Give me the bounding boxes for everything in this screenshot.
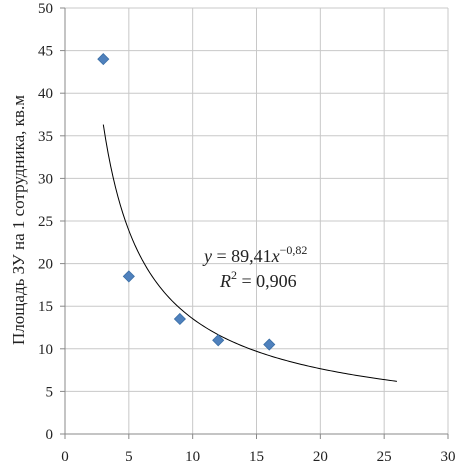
x-tick-label: 10 bbox=[185, 449, 200, 465]
y-tick-label: 10 bbox=[38, 342, 53, 358]
trend-equation: y = 89,41x−0,82 bbox=[202, 243, 307, 266]
y-tick-label: 45 bbox=[38, 44, 53, 60]
x-tick-label: 5 bbox=[125, 449, 133, 465]
data-point bbox=[122, 270, 135, 283]
data-point bbox=[212, 334, 225, 347]
y-tick-label: 0 bbox=[46, 427, 54, 443]
x-tick-labels: 0 5 10 15 20 25 30 bbox=[61, 449, 455, 465]
y-tick-label: 50 bbox=[38, 1, 53, 17]
y-tick-label: 20 bbox=[38, 257, 53, 273]
x-tick-label: 30 bbox=[441, 449, 456, 465]
r-squared-label: R2 = 0,906 bbox=[219, 268, 297, 291]
data-point bbox=[173, 312, 186, 326]
y-tick-label: 25 bbox=[38, 214, 53, 230]
y-tick-labels: 0 5 10 15 20 25 30 35 40 45 50 bbox=[38, 1, 53, 443]
y-tick-label: 5 bbox=[46, 384, 54, 400]
y-tick-label: 40 bbox=[38, 86, 53, 102]
x-tick-label: 25 bbox=[377, 449, 392, 465]
trendline bbox=[102, 124, 397, 382]
axes bbox=[60, 7, 449, 439]
y-tick-label: 30 bbox=[38, 171, 53, 187]
x-tick-label: 20 bbox=[313, 449, 328, 465]
data-point bbox=[97, 53, 110, 66]
x-tick-label: 0 bbox=[61, 449, 69, 465]
y-axis-title: Площадь ЗУ на 1 сотрудника, кв.м bbox=[9, 95, 28, 345]
x-tick-label: 15 bbox=[249, 449, 264, 465]
data-point bbox=[263, 338, 276, 351]
y-tick-label: 35 bbox=[38, 129, 53, 145]
gridlines bbox=[64, 7, 449, 435]
data-points bbox=[97, 53, 276, 351]
y-tick-label: 15 bbox=[38, 299, 53, 315]
